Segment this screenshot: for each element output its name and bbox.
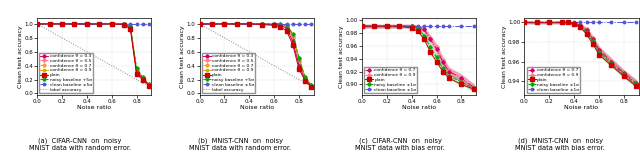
X-axis label: Noise ratio: Noise ratio xyxy=(402,105,436,110)
Legend: confidence θ = 0.3, confidence θ = 0.5, confidence θ = 0.7, confidence θ = 0.9, : confidence θ = 0.3, confidence θ = 0.5, … xyxy=(39,53,93,93)
Text: (a)  CIFAR-CNN  on  noisy
MNIST data with random error.: (a) CIFAR-CNN on noisy MNIST data with r… xyxy=(29,138,131,151)
Y-axis label: Clean test accuracy: Clean test accuracy xyxy=(180,25,185,88)
Legend: confidence θ = 0.7, confidence θ = 0.9, plain, noisy baseline ±1σ, clean baselin: confidence θ = 0.7, confidence θ = 0.9, … xyxy=(527,67,580,93)
Legend: confidence θ = 0.3, confidence θ = 0.5, confidence θ = 0.7, confidence θ = 0.9, : confidence θ = 0.3, confidence θ = 0.5, … xyxy=(202,53,255,93)
Y-axis label: Clean test accuracy: Clean test accuracy xyxy=(18,25,23,88)
Y-axis label: Clean test accuracy: Clean test accuracy xyxy=(502,25,506,88)
X-axis label: Noise ratio: Noise ratio xyxy=(564,105,598,110)
Text: (d)  MNIST-CNN  on  noisy
MNIST data with bias error.: (d) MNIST-CNN on noisy MNIST data with b… xyxy=(515,138,605,151)
Legend: confidence θ = 0.7, confidence θ = 0.9, plain, noisy baseline ±1σ, clean baselin: confidence θ = 0.7, confidence θ = 0.9, … xyxy=(364,67,417,93)
X-axis label: Noise ratio: Noise ratio xyxy=(239,105,274,110)
X-axis label: Noise ratio: Noise ratio xyxy=(77,105,111,110)
Text: (c)  CIFAR-CNN  on  noisy
MNIST data with bias error.: (c) CIFAR-CNN on noisy MNIST data with b… xyxy=(355,138,445,151)
Y-axis label: Clean test accuracy: Clean test accuracy xyxy=(339,25,344,88)
Text: (b)  MNIST-CNN  on  noisy
MNIST data with random error.: (b) MNIST-CNN on noisy MNIST data with r… xyxy=(189,138,291,151)
